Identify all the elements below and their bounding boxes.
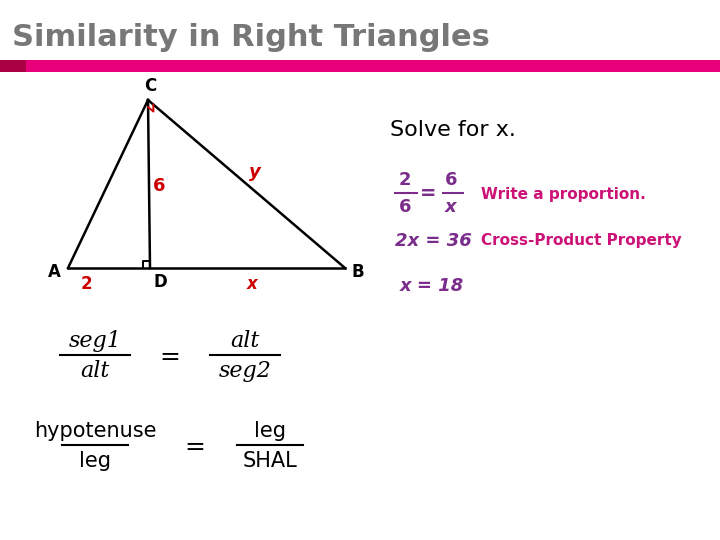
Text: 6: 6 — [445, 171, 457, 189]
Text: seg1: seg1 — [68, 330, 122, 352]
Text: leg: leg — [254, 421, 286, 441]
Text: x: x — [247, 275, 258, 293]
Text: =: = — [184, 435, 205, 459]
Text: SHAL: SHAL — [243, 451, 297, 471]
Text: A: A — [48, 263, 60, 281]
Text: hypotenuse: hypotenuse — [34, 421, 156, 441]
Text: 2: 2 — [399, 171, 411, 189]
Text: x: x — [445, 198, 456, 216]
Text: =: = — [160, 345, 181, 369]
Text: Solve for x.: Solve for x. — [390, 120, 516, 140]
Text: 2x = 36: 2x = 36 — [395, 232, 472, 250]
Text: seg2: seg2 — [219, 360, 271, 382]
Text: alt: alt — [81, 360, 109, 382]
Text: x = 18: x = 18 — [400, 277, 464, 295]
Text: 6: 6 — [153, 177, 166, 195]
Text: 6: 6 — [399, 198, 411, 216]
Text: Similarity in Right Triangles: Similarity in Right Triangles — [12, 24, 490, 52]
Text: Write a proportion.: Write a proportion. — [481, 186, 646, 201]
Text: leg: leg — [79, 451, 111, 471]
Text: B: B — [351, 263, 364, 281]
Text: Cross-Product Property: Cross-Product Property — [481, 233, 682, 248]
Text: alt: alt — [230, 330, 260, 352]
Bar — [0, 60, 720, 72]
Text: y: y — [248, 163, 261, 181]
Text: =: = — [420, 185, 436, 204]
Text: C: C — [144, 77, 156, 95]
Bar — [0, 60, 26, 72]
Text: 2: 2 — [80, 275, 92, 293]
Text: D: D — [153, 273, 167, 291]
